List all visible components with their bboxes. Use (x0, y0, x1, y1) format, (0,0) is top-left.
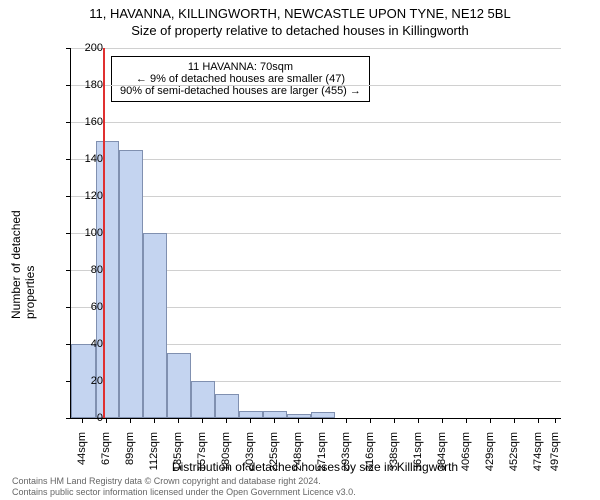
chart-title-block: 11, HAVANNA, KILLINGWORTH, NEWCASTLE UPO… (0, 0, 600, 38)
x-tick-mark (370, 418, 371, 423)
x-tick-mark (298, 418, 299, 423)
y-tick-label: 60 (73, 301, 103, 313)
y-tick-label: 160 (73, 116, 103, 128)
x-tick-mark (130, 418, 131, 423)
x-tick-label: 474sqm (532, 432, 544, 482)
x-tick-label: 203sqm (244, 432, 256, 482)
x-tick-label: 316sqm (364, 432, 376, 482)
title-line-1: 11, HAVANNA, KILLINGWORTH, NEWCASTLE UPO… (0, 6, 600, 21)
x-tick-mark (82, 418, 83, 423)
x-tick-label: 406sqm (460, 432, 472, 482)
x-tick-label: 225sqm (268, 432, 280, 482)
x-tick-mark (202, 418, 203, 423)
y-tick-mark (66, 85, 71, 86)
y-tick-mark (66, 196, 71, 197)
x-tick-label: 497sqm (549, 432, 561, 482)
annotation-box: 11 HAVANNA: 70sqm ← 9% of detached house… (111, 56, 370, 102)
x-tick-mark (514, 418, 515, 423)
y-axis-label: Number of detached properties (9, 159, 37, 319)
histogram-bar (263, 411, 288, 418)
x-tick-label: 67sqm (100, 432, 112, 482)
y-tick-label: 180 (73, 79, 103, 91)
histogram-bar (167, 353, 192, 418)
x-tick-label: 112sqm (148, 432, 160, 482)
x-tick-mark (226, 418, 227, 423)
x-tick-mark (466, 418, 467, 423)
x-tick-label: 89sqm (124, 432, 136, 482)
grid-line (71, 196, 561, 197)
x-tick-mark (274, 418, 275, 423)
y-tick-mark (66, 418, 71, 419)
x-tick-mark (555, 418, 556, 423)
y-tick-mark (66, 233, 71, 234)
x-tick-label: 293sqm (340, 432, 352, 482)
y-tick-mark (66, 307, 71, 308)
x-tick-label: 248sqm (292, 432, 304, 482)
y-tick-label: 100 (73, 227, 103, 239)
x-tick-mark (442, 418, 443, 423)
x-tick-mark (394, 418, 395, 423)
y-tick-label: 80 (73, 264, 103, 276)
x-tick-mark (490, 418, 491, 423)
y-tick-label: 140 (73, 153, 103, 165)
x-tick-label: 44sqm (76, 432, 88, 482)
title-line-2: Size of property relative to detached ho… (0, 23, 600, 38)
y-tick-label: 20 (73, 375, 103, 387)
x-tick-mark (178, 418, 179, 423)
y-tick-mark (66, 159, 71, 160)
annotation-line-1: 11 HAVANNA: 70sqm (120, 61, 361, 73)
x-tick-mark (106, 418, 107, 423)
y-tick-label: 0 (73, 412, 103, 424)
grid-line (71, 159, 561, 160)
y-tick-label: 120 (73, 190, 103, 202)
grid-line (71, 122, 561, 123)
x-tick-label: 452sqm (508, 432, 520, 482)
histogram-bar (311, 412, 336, 418)
histogram-plot: 11 HAVANNA: 70sqm ← 9% of detached house… (70, 48, 561, 419)
x-tick-mark (418, 418, 419, 423)
grid-line (71, 85, 561, 86)
y-tick-mark (66, 270, 71, 271)
property-marker-line (103, 48, 105, 418)
annotation-line-2: ← 9% of detached houses are smaller (47) (120, 73, 361, 85)
histogram-bar (119, 150, 144, 418)
y-tick-label: 40 (73, 338, 103, 350)
x-tick-mark (250, 418, 251, 423)
histogram-bar (239, 411, 262, 418)
x-tick-mark (346, 418, 347, 423)
footer-line-2: Contains public sector information licen… (12, 487, 356, 498)
x-tick-label: 135sqm (172, 432, 184, 482)
x-tick-mark (322, 418, 323, 423)
x-tick-label: 338sqm (388, 432, 400, 482)
y-tick-mark (66, 122, 71, 123)
y-tick-label: 200 (73, 42, 103, 54)
histogram-bar (215, 394, 240, 418)
histogram-bar (143, 233, 166, 418)
x-tick-label: 361sqm (412, 432, 424, 482)
x-tick-label: 180sqm (220, 432, 232, 482)
y-tick-mark (66, 48, 71, 49)
x-tick-label: 384sqm (436, 432, 448, 482)
x-tick-label: 429sqm (484, 432, 496, 482)
x-tick-label: 271sqm (316, 432, 328, 482)
grid-line (71, 48, 561, 49)
annotation-line-3: 90% of semi-detached houses are larger (… (120, 85, 361, 97)
x-tick-label: 157sqm (196, 432, 208, 482)
x-tick-mark (154, 418, 155, 423)
x-tick-mark (538, 418, 539, 423)
histogram-bar (191, 381, 214, 418)
